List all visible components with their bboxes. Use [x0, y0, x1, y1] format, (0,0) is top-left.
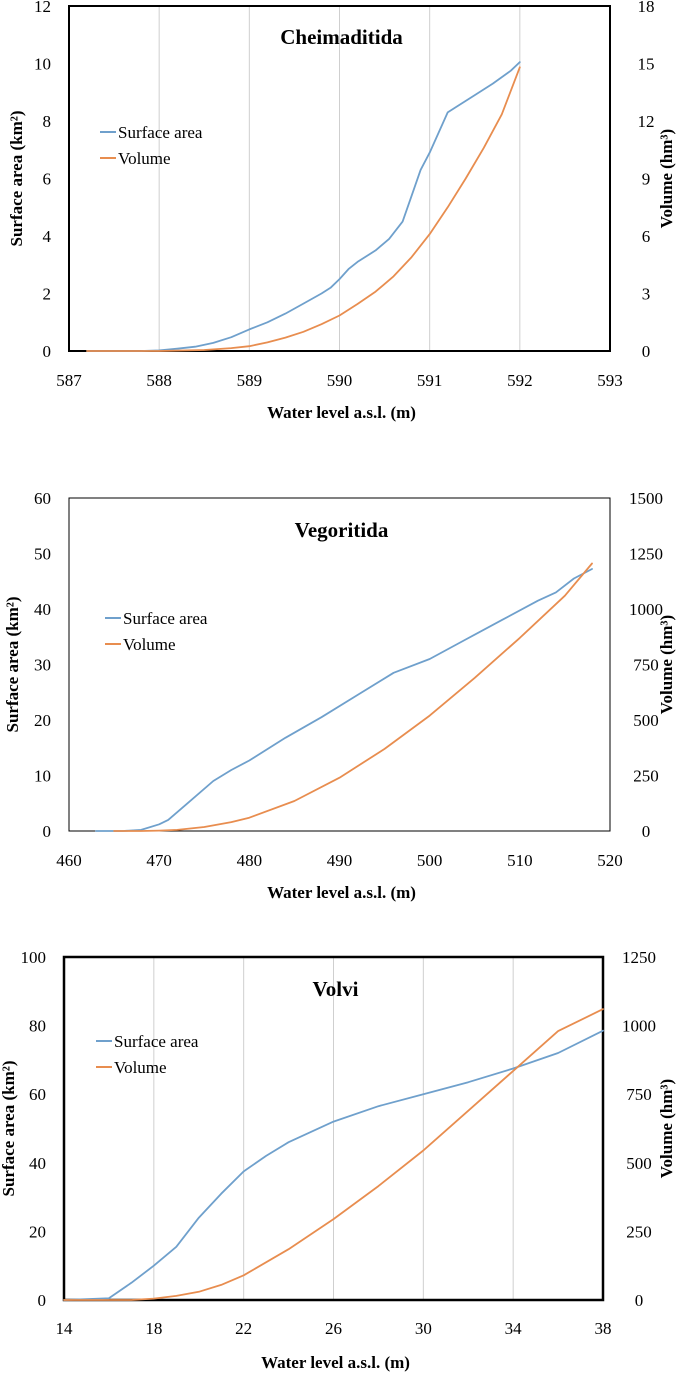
y2-tick-label: 1500 — [629, 489, 663, 508]
x-tick-label: 470 — [146, 851, 172, 870]
plot-frame — [68, 497, 611, 832]
y2-tick-label: 1250 — [629, 545, 663, 564]
y-tick-label: 40 — [29, 1154, 46, 1173]
y2-tick-label: 0 — [642, 822, 651, 841]
plot-frame — [62, 955, 605, 1302]
y-axis-title: Surface area (km²) — [0, 1060, 18, 1196]
x-tick-label: 520 — [597, 851, 623, 870]
series-line-surface-area — [63, 1029, 604, 1301]
y-tick-label: 40 — [34, 600, 51, 619]
chart-1: 587 588 589 590 591 592 593 0 2 4 6 8 10 12 0 3 6 9 12 15 18… — [7, 0, 676, 422]
x-tick-label: 592 — [507, 371, 533, 390]
legend-label: Surface area — [123, 609, 208, 628]
y2-axis-title: Volume (hm³) — [657, 129, 676, 228]
y2-tick-label: 18 — [638, 0, 655, 16]
y2-tick-label: 750 — [626, 1085, 652, 1104]
plot-frame — [68, 5, 611, 352]
y2-tick-label: 250 — [633, 767, 659, 786]
y2-tick-label: 1000 — [622, 1017, 656, 1036]
y-tick-label: 6 — [43, 170, 52, 189]
x-tick-label: 22 — [235, 1319, 252, 1338]
x-tick-label: 590 — [327, 371, 353, 390]
y2-axis-title: Volume (hm³) — [657, 615, 676, 714]
y-tick-label: 0 — [43, 342, 52, 361]
x-tick-label: 18 — [145, 1319, 162, 1338]
chart-title: Volvi — [313, 977, 359, 1001]
series-line-volume — [86, 66, 521, 352]
y-axis-title: Surface area (km²) — [7, 110, 26, 246]
x-tick-label: 593 — [597, 371, 623, 390]
y2-tick-label: 500 — [626, 1154, 652, 1173]
x-tick-label: 587 — [56, 371, 82, 390]
y-tick-label: 0 — [43, 822, 52, 841]
y-tick-label: 20 — [29, 1222, 46, 1241]
y-tick-label: 100 — [21, 948, 47, 967]
chart-3: 14 18 22 26 30 34 3802040608010002505007501000… — [0, 948, 676, 1372]
y-axis-title: Surface area (km²) — [3, 596, 22, 732]
y2-tick-label: 1000 — [629, 600, 663, 619]
y-tick-label: 2 — [43, 285, 52, 304]
y-tick-label: 4 — [43, 227, 52, 246]
legend-label: Surface area — [118, 123, 203, 142]
y2-tick-label: 6 — [642, 227, 651, 246]
y-tick-label: 20 — [34, 711, 51, 730]
y-tick-label: 10 — [34, 55, 51, 74]
series-line-surface-area — [86, 61, 521, 352]
legend-label: Surface area — [114, 1032, 199, 1051]
chart-title: Vegoritida — [295, 518, 389, 542]
x-tick-label: 589 — [237, 371, 263, 390]
y-tick-label: 60 — [34, 489, 51, 508]
y-tick-label: 50 — [34, 545, 51, 564]
y-tick-label: 8 — [43, 112, 52, 131]
y2-tick-label: 9 — [642, 170, 651, 189]
y2-tick-label: 12 — [638, 112, 655, 131]
x-tick-label: 460 — [56, 851, 82, 870]
x-tick-label: 490 — [327, 851, 353, 870]
x-axis-title: Water level a.s.l. (m) — [267, 883, 416, 902]
y2-tick-label: 0 — [635, 1291, 644, 1310]
x-tick-label: 30 — [415, 1319, 432, 1338]
y2-tick-label: 15 — [638, 55, 655, 74]
y-tick-label: 60 — [29, 1085, 46, 1104]
y2-tick-label: 3 — [642, 285, 651, 304]
y-tick-label: 12 — [34, 0, 51, 16]
series-line-volume — [113, 562, 593, 832]
x-tick-label: 26 — [325, 1319, 342, 1338]
y2-tick-label: 500 — [633, 711, 659, 730]
y-tick-label: 0 — [38, 1291, 47, 1310]
y-tick-label: 80 — [29, 1017, 46, 1036]
y2-axis-title: Volume (hm³) — [657, 1079, 676, 1178]
series-line-surface-area — [95, 568, 593, 832]
y2-tick-label: 1250 — [622, 948, 656, 967]
x-tick-label: 500 — [417, 851, 443, 870]
y-tick-label: 10 — [34, 767, 51, 786]
y-tick-label: 30 — [34, 656, 51, 675]
x-axis-title: Water level a.s.l. (m) — [267, 403, 416, 422]
legend-label: Volume — [114, 1058, 167, 1077]
y2-tick-label: 750 — [633, 656, 659, 675]
legend-label: Volume — [118, 149, 171, 168]
chart-2: 460 470 480 490 500 510 520 0 10 20 30 40 50 60 0 250 50… — [3, 489, 676, 902]
x-tick-label: 14 — [56, 1319, 74, 1338]
x-tick-label: 510 — [507, 851, 533, 870]
x-tick-label: 38 — [595, 1319, 612, 1338]
x-tick-label: 480 — [237, 851, 263, 870]
x-tick-label: 588 — [146, 371, 172, 390]
chart-title: Cheimaditida — [280, 25, 403, 49]
x-tick-label: 34 — [505, 1319, 523, 1338]
y2-tick-label: 250 — [626, 1222, 652, 1241]
y2-tick-label: 0 — [642, 342, 651, 361]
series-line-volume — [63, 1008, 604, 1301]
x-tick-label: 591 — [417, 371, 443, 390]
x-axis-title: Water level a.s.l. (m) — [261, 1353, 410, 1372]
legend-label: Volume — [123, 635, 176, 654]
